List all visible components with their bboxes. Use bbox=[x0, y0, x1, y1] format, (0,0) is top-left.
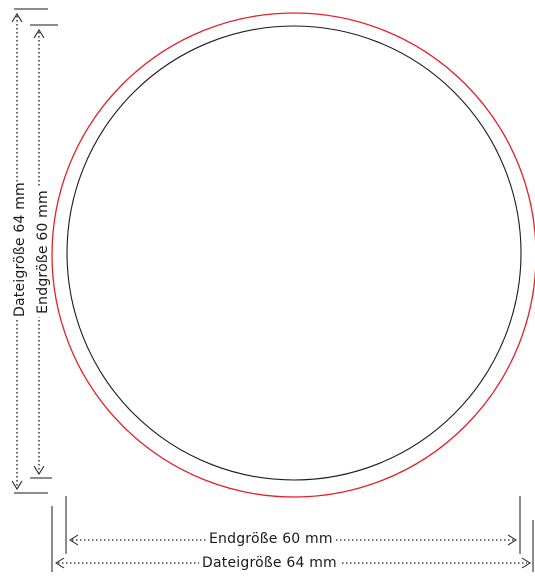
file-size-vertical-dimension bbox=[11, 8, 48, 494]
end-size-left-label: Endgröße 60 mm bbox=[35, 187, 51, 317]
end-size-bottom-label: Endgröße 60 mm bbox=[206, 531, 336, 547]
bleed-circle bbox=[51, 12, 535, 498]
trim-circle bbox=[66, 25, 522, 481]
file-size-bottom-label: Dateigröße 64 mm bbox=[199, 555, 340, 571]
file-size-left-label: Dateigröße 64 mm bbox=[12, 182, 28, 320]
file-size-horizontal-dimension bbox=[51, 506, 534, 572]
